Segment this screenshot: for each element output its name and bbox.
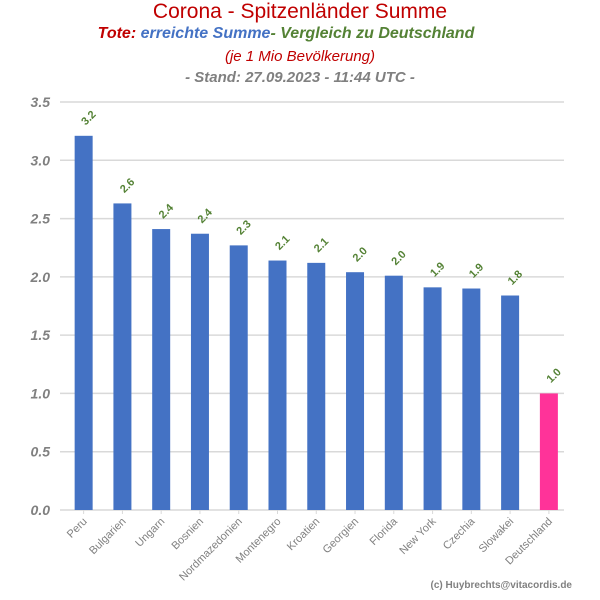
bar	[501, 295, 520, 510]
x-tick-label: New York	[397, 515, 439, 557]
credit-text: (c) Huybrechts@vitacordis.de	[430, 580, 572, 591]
data-label: 2.1	[273, 233, 292, 252]
chart-stand: - Stand: 27.09.2023 - 11:44 UTC -	[185, 69, 415, 86]
bar	[152, 229, 171, 510]
bar	[307, 262, 326, 510]
bar	[539, 393, 558, 510]
y-tick-label: 1.0	[31, 385, 51, 401]
y-tick-label: 2.5	[30, 211, 51, 227]
x-tick-label: Bulgarien	[87, 516, 128, 557]
subtitle-summe: erreichte Summe	[140, 25, 271, 42]
x-tick-label: Florida	[368, 515, 401, 548]
data-label: 2.1	[312, 236, 331, 255]
bar	[113, 203, 132, 510]
subtitle-vergleich: - Vergleich zu Deutschland	[270, 25, 475, 42]
bar	[346, 272, 365, 510]
chart-title: Corona - Spitzenländer Summe	[152, 0, 448, 23]
chart-note: (je 1 Mio Bevölkerung)	[224, 48, 376, 65]
data-label: 1.0	[545, 366, 564, 385]
data-label: 1.9	[467, 261, 486, 280]
x-tick-label: Peru	[65, 516, 90, 541]
x-tick-label: Slowakei	[477, 516, 517, 556]
y-tick-label: 0.5	[31, 444, 51, 460]
x-tick-label: Czechia	[441, 515, 478, 552]
x-tick-label: Bosnien	[169, 516, 206, 553]
bar	[384, 275, 403, 510]
data-label: 3.2	[79, 109, 98, 128]
y-tick-label: 2.0	[30, 269, 51, 285]
bar	[190, 233, 209, 510]
bar	[268, 260, 287, 510]
bar	[74, 135, 93, 510]
bar	[229, 245, 248, 510]
data-label: 2.0	[389, 249, 408, 268]
chart-subtitle: Tote: erreichte Summe- Vergleich zu Deut…	[0, 25, 572, 43]
data-label: 2.0	[351, 245, 370, 264]
x-tick-label: Ungarn	[133, 516, 167, 550]
data-label: 2.6	[118, 176, 137, 195]
bar	[462, 288, 481, 510]
subtitle-tote: Tote:	[97, 25, 137, 42]
x-tick-label: Kroatien	[285, 516, 322, 553]
bar	[423, 287, 442, 510]
data-label: 2.4	[196, 206, 216, 226]
data-label: 2.3	[234, 218, 253, 237]
y-tick-label: 0.0	[31, 502, 51, 518]
y-tick-label: 3.0	[31, 152, 51, 168]
x-tick-label: Georgien	[321, 516, 361, 556]
y-tick-label: 3.5	[31, 94, 51, 110]
y-tick-label: 1.5	[31, 327, 51, 343]
data-label: 1.8	[506, 268, 525, 287]
